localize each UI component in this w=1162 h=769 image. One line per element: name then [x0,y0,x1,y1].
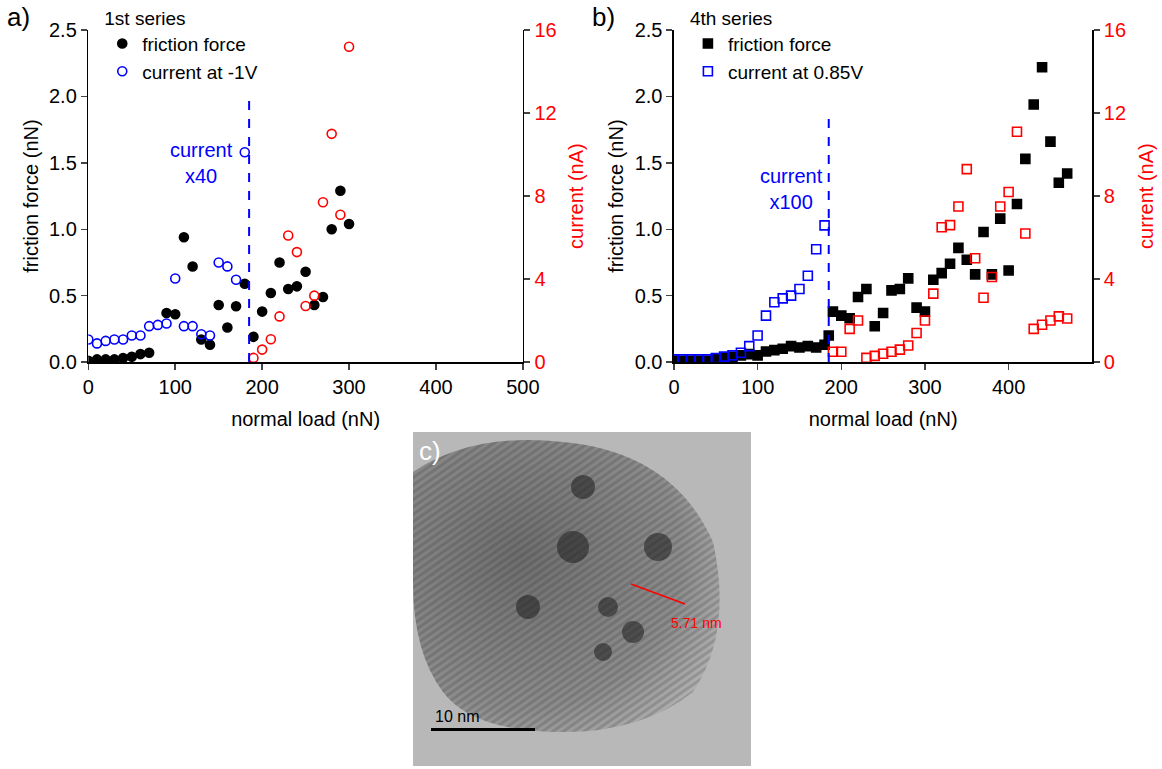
svg-text:a): a) [7,2,30,32]
svg-text:8: 8 [534,185,545,207]
svg-text:friction force (nN): friction force (nN) [20,119,42,272]
svg-text:current at 0.85V: current at 0.85V [728,62,864,83]
svg-text:c): c) [419,436,441,466]
svg-text:100: 100 [741,376,774,398]
svg-text:1.5: 1.5 [49,152,77,174]
svg-text:8: 8 [1104,185,1115,207]
svg-text:0.5: 0.5 [49,285,77,307]
svg-text:currentx100: currentx100 [760,165,823,213]
svg-text:200: 200 [825,376,858,398]
svg-text:200: 200 [245,376,278,398]
svg-text:1.5: 1.5 [635,152,663,174]
svg-text:2.0: 2.0 [635,85,663,107]
svg-text:friction force (nN): friction force (nN) [605,119,627,272]
svg-text:4th series: 4th series [690,8,772,29]
svg-text:0: 0 [83,376,94,398]
svg-text:0: 0 [668,376,679,398]
svg-text:1.0: 1.0 [635,218,663,240]
svg-text:12: 12 [534,102,556,124]
svg-text:12: 12 [1104,102,1126,124]
svg-text:1.0: 1.0 [49,218,77,240]
svg-text:0: 0 [1104,351,1115,373]
svg-text:400: 400 [419,376,452,398]
svg-text:current (nA): current (nA) [565,143,587,249]
svg-text:16: 16 [534,19,556,41]
svg-text:4: 4 [534,268,545,290]
svg-text:2.0: 2.0 [49,85,77,107]
svg-text:friction force: friction force [728,34,831,55]
svg-text:400: 400 [992,376,1025,398]
svg-text:10 nm: 10 nm [435,708,479,725]
svg-text:16: 16 [1104,19,1126,41]
svg-text:0: 0 [534,351,545,373]
svg-text:500: 500 [506,376,539,398]
svg-text:300: 300 [908,376,941,398]
svg-text:current at -1V: current at -1V [142,62,257,83]
svg-text:currentx40: currentx40 [170,139,233,187]
svg-text:1st series: 1st series [104,8,185,29]
svg-text:5.71 nm: 5.71 nm [671,615,722,631]
svg-text:0.0: 0.0 [49,351,77,373]
svg-text:0.0: 0.0 [635,351,663,373]
svg-text:2.5: 2.5 [635,19,663,41]
svg-text:0.5: 0.5 [635,285,663,307]
svg-text:friction force: friction force [142,34,245,55]
svg-text:normal load (nN): normal load (nN) [809,408,958,430]
svg-text:b): b) [592,2,615,32]
svg-text:4: 4 [1104,268,1115,290]
svg-text:100: 100 [159,376,192,398]
svg-text:300: 300 [332,376,365,398]
svg-text:2.5: 2.5 [49,19,77,41]
svg-text:current (nA): current (nA) [1135,143,1157,249]
svg-text:normal load (nN): normal load (nN) [231,408,380,430]
